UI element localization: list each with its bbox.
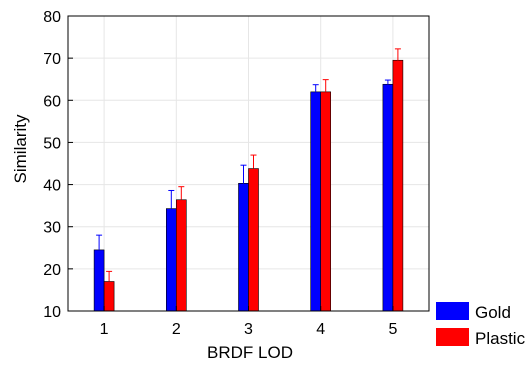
y-tick-label: 50 <box>43 135 61 152</box>
x-tick-label: 5 <box>388 321 397 338</box>
bar-plastic-4 <box>320 91 332 312</box>
axis-ticks: 10 20 30 40 50 60 70 80 1 2 3 4 5 <box>43 9 397 338</box>
bar-gold-2 <box>166 208 177 312</box>
y-tick-label: 20 <box>43 262 61 279</box>
y-tick-label: 80 <box>43 9 61 26</box>
x-tick-label: 2 <box>172 321 181 338</box>
bar-plastic-3 <box>248 168 259 312</box>
legend: Gold Plastic <box>436 302 526 348</box>
y-tick-label: 70 <box>43 51 61 68</box>
bar-gold-1 <box>93 249 105 312</box>
y-tick-label: 10 <box>43 304 61 321</box>
bar-plastic-5 <box>392 59 404 312</box>
bar-plastic-1 <box>103 281 115 312</box>
legend-swatch-gold <box>436 302 469 320</box>
y-tick-label: 30 <box>43 220 61 237</box>
x-tick-label: 1 <box>100 321 109 338</box>
y-axis-title: Similarity <box>11 114 30 183</box>
x-axis-title: BRDF LOD <box>207 343 293 362</box>
legend-label-plastic: Plastic <box>475 329 526 348</box>
legend-label-gold: Gold <box>475 303 511 322</box>
y-tick-label: 60 <box>43 93 61 110</box>
x-tick-label: 3 <box>244 321 253 338</box>
bar-gold-5 <box>382 83 394 312</box>
bar-plastic-2 <box>176 199 187 312</box>
y-tick-label: 40 <box>43 178 61 195</box>
bar-gold-3 <box>238 183 249 312</box>
x-tick-label: 4 <box>316 321 325 338</box>
legend-swatch-plastic <box>436 328 469 346</box>
bar-gold-4 <box>310 91 322 312</box>
